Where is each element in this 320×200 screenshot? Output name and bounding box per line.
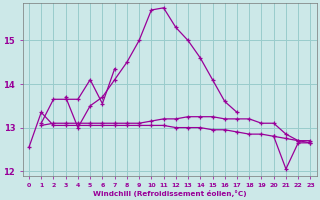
X-axis label: Windchill (Refroidissement éolien,°C): Windchill (Refroidissement éolien,°C) xyxy=(93,190,246,197)
